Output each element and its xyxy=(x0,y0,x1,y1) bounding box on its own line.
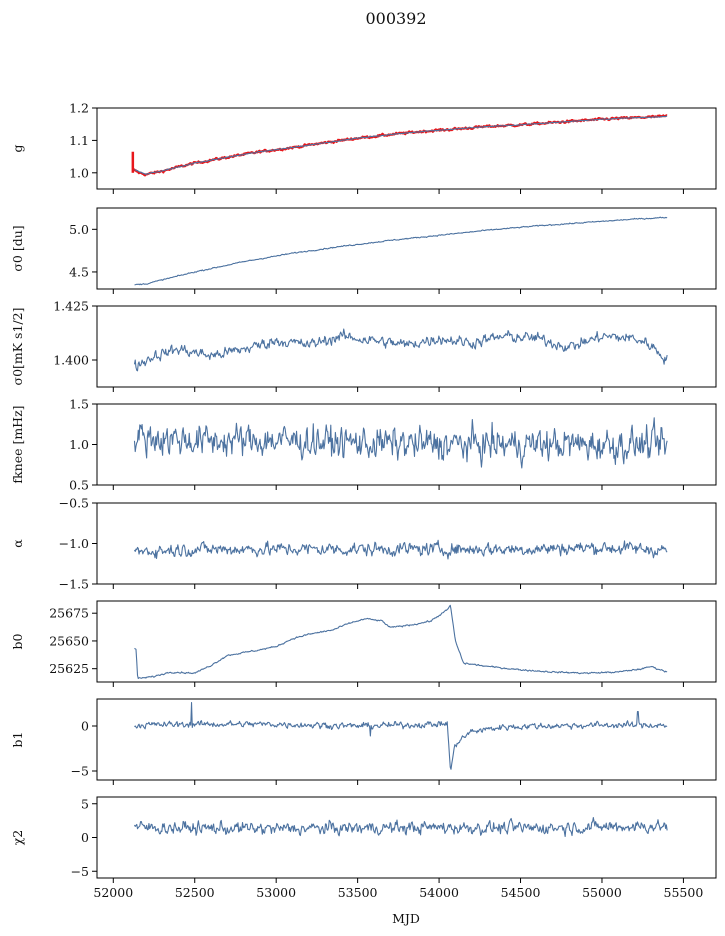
ytick-label-sigma0b-1: 1.425 xyxy=(53,299,89,314)
panel-fknee: 0.5 1.0 1.5 fknee [mHz] xyxy=(10,397,717,493)
ytick-label-b0-0: 25625 xyxy=(49,661,89,676)
ytick-label-fknee-0: 0.5 xyxy=(69,478,89,493)
series-line-b1-0 xyxy=(134,702,668,770)
ytick-label-sigma0b-0: 1.400 xyxy=(53,353,89,368)
ytick-label-b0-2: 25675 xyxy=(49,606,89,621)
axes-frame-alpha xyxy=(96,502,717,585)
ytick-label-b1-0: −5 xyxy=(71,764,89,779)
ytick-label-chi2-0: −5 xyxy=(71,864,89,879)
ytick-label-b1-1: 0 xyxy=(81,719,89,734)
panel-chi2: −5 0 5 52000 52500 53000 53500 54000 54500 55000 5… xyxy=(10,796,717,900)
series-line-fknee-0 xyxy=(133,417,668,469)
panels-group: 1.0 1.1 1.2 g 4.5 5.0 σ0 [du] 1.400 1.425 σ0[mK s… xyxy=(10,101,717,900)
y-axis-label-alpha: α xyxy=(10,539,25,548)
panel-b1: −5 0 b1 xyxy=(10,698,717,785)
axes-frame-sigma0 xyxy=(96,207,717,290)
panel-sigma0b: 1.400 1.425 σ0[mK s1/2] xyxy=(10,299,717,392)
y-axis-label-fknee: fknee [mHz] xyxy=(10,405,25,483)
y-axis-label-sigma0: σ0 [du] xyxy=(10,225,25,271)
xtick-label-6: 55000 xyxy=(582,885,622,900)
y-axis-label-sigma0b: σ0[mK s1/2] xyxy=(10,308,25,386)
panel-b0: 25625 25650 25675 b0 xyxy=(10,600,717,687)
ytick-label-alpha-1: −1.0 xyxy=(59,536,89,551)
ytick-label-fknee-1: 1.0 xyxy=(69,437,89,452)
ytick-label-sigma0-1: 5.0 xyxy=(69,222,89,237)
y-axis-label-b1: b1 xyxy=(10,732,25,748)
xtick-label-1: 52500 xyxy=(175,885,215,900)
ytick-label-alpha-2: −0.5 xyxy=(59,496,89,511)
xtick-label-7: 55500 xyxy=(664,885,704,900)
chart-title: 000392 xyxy=(365,9,426,28)
series-line-alpha-0 xyxy=(133,539,668,560)
ytick-label-fknee-2: 1.5 xyxy=(69,397,89,412)
series-line-g-1 xyxy=(134,115,668,175)
axes-frame-b0 xyxy=(96,600,717,683)
axes-frame-sigma0b xyxy=(96,305,717,388)
xtick-label-2: 53000 xyxy=(256,885,296,900)
ytick-label-g-2: 1.2 xyxy=(69,101,89,116)
xtick-label-4: 54000 xyxy=(419,885,459,900)
axes-frame-chi2 xyxy=(96,796,717,879)
axes-frame-b1 xyxy=(96,698,717,781)
series-line-g-0 xyxy=(132,114,668,177)
ytick-label-alpha-0: −1.5 xyxy=(59,577,89,592)
axes-frame-g xyxy=(96,107,717,190)
xtick-label-3: 53500 xyxy=(338,885,378,900)
panel-sigma0: 4.5 5.0 σ0 [du] xyxy=(10,207,717,294)
series-line-b0-0 xyxy=(134,604,668,680)
series-line-sigma0b-0 xyxy=(133,328,668,372)
panel-g: 1.0 1.1 1.2 g xyxy=(10,101,717,194)
ytick-label-g-1: 1.1 xyxy=(69,133,89,148)
y-axis-label-chi2: χ2 xyxy=(10,830,25,846)
xtick-label-5: 54500 xyxy=(501,885,541,900)
y-axis-label-g: g xyxy=(10,144,25,152)
y-axis-label-b0: b0 xyxy=(10,633,25,649)
xtick-label-0: 52000 xyxy=(93,885,133,900)
panel-alpha: −1.5 −1.0 −0.5 α xyxy=(10,496,717,592)
ytick-label-chi2-2: 5 xyxy=(81,796,89,811)
series-line-sigma0-0 xyxy=(134,216,668,286)
ytick-label-b0-1: 25650 xyxy=(49,633,89,648)
ytick-label-sigma0-0: 4.5 xyxy=(69,264,89,279)
ytick-label-chi2-1: 0 xyxy=(81,830,89,845)
x-axis-label: MJD xyxy=(392,911,420,926)
series-line-chi2-0 xyxy=(133,817,668,838)
ytick-label-g-0: 1.0 xyxy=(69,165,89,180)
